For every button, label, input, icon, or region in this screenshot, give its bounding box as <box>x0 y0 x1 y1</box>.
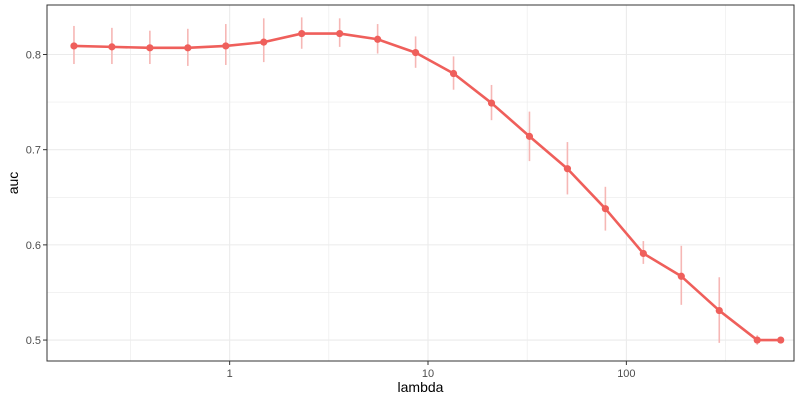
data-point <box>753 336 761 344</box>
error-bars <box>73 17 782 345</box>
data-point <box>336 29 344 38</box>
data-point <box>525 132 534 140</box>
data-point <box>777 336 785 344</box>
y-tick-label: 0.7 <box>26 145 41 157</box>
data-point <box>487 99 496 107</box>
data-point <box>411 48 420 57</box>
x-tick-label: 1 <box>227 368 233 380</box>
x-axis-title: lambda <box>398 379 444 395</box>
series-line <box>72 32 783 342</box>
x-tick-label: 100 <box>617 368 635 380</box>
data-points <box>70 29 785 344</box>
data-point <box>639 249 647 258</box>
grid-lines <box>47 5 794 361</box>
data-point <box>222 42 230 50</box>
data-series <box>72 32 783 342</box>
y-tick-label: 0.5 <box>26 335 41 347</box>
y-axis-title: auc <box>5 172 21 195</box>
data-point <box>184 44 192 52</box>
data-point <box>298 29 306 38</box>
data-point <box>563 165 572 173</box>
data-point <box>715 306 723 315</box>
y-tick-label: 0.6 <box>26 240 41 252</box>
data-point <box>677 272 685 280</box>
panel-border <box>46 4 795 362</box>
data-point <box>146 44 154 52</box>
x-tick-label: 10 <box>422 368 434 380</box>
data-point <box>449 69 458 78</box>
data-point <box>601 205 609 213</box>
y-tick-label: 0.8 <box>26 49 41 61</box>
data-point <box>260 38 268 46</box>
data-point <box>108 43 116 51</box>
data-point <box>374 35 382 43</box>
x-axis-ticks: 1 10 100 <box>227 361 636 380</box>
y-axis-ticks: 0.5 0.6 0.7 0.8 <box>26 49 47 347</box>
data-point <box>70 42 78 50</box>
